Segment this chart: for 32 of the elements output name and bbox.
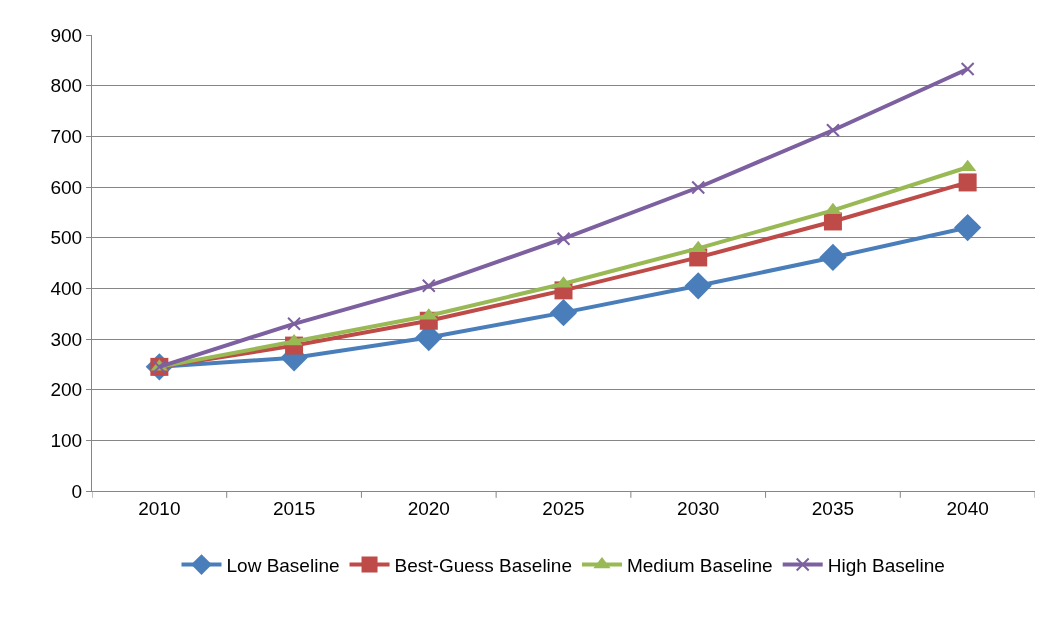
y-tick-label: 400 — [50, 277, 83, 299]
legend-label: Low Baseline — [226, 554, 340, 576]
point — [960, 61, 975, 76]
point — [958, 173, 977, 192]
legend-label: High Baseline — [827, 554, 945, 576]
x-tick-label: 2035 — [811, 497, 855, 519]
y-tick-label: 500 — [50, 227, 83, 249]
x-tick-label: 2030 — [677, 497, 720, 519]
x-tick-label: 2020 — [407, 497, 450, 519]
y-tick-label: 0 — [71, 480, 83, 502]
y-tick-label: 800 — [50, 75, 83, 97]
x-tick-label: 2040 — [946, 497, 989, 519]
x-tick-label: 2015 — [272, 497, 316, 519]
point — [549, 299, 578, 327]
point — [825, 123, 840, 138]
y-tick-label: 100 — [50, 429, 83, 451]
point — [691, 180, 706, 195]
y-tick-label: 200 — [50, 379, 83, 401]
x-tick-label: 2010 — [138, 497, 181, 519]
y-tick-label: 700 — [50, 125, 83, 147]
point — [953, 213, 982, 242]
x-tick-label: 2025 — [542, 497, 585, 519]
y-tick-label: 900 — [50, 24, 83, 46]
y-tick-label: 600 — [50, 176, 83, 198]
point — [819, 243, 847, 272]
point — [556, 231, 571, 246]
point — [684, 272, 712, 300]
y-tick-label: 300 — [50, 328, 83, 350]
legend-label: Best-Guess Baseline — [394, 554, 572, 576]
point — [287, 316, 302, 331]
point — [421, 278, 436, 293]
legend-label: Medium Baseline — [626, 554, 773, 576]
